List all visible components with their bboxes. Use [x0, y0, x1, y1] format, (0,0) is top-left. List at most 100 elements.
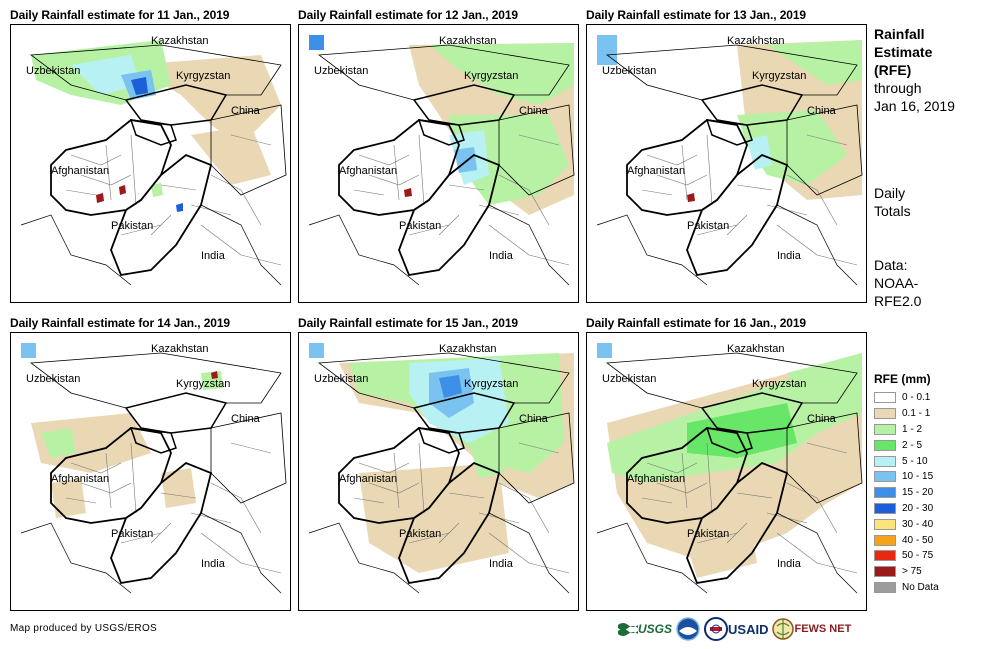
panel-title: Daily Rainfall estimate for 15 Jan., 201…: [298, 316, 519, 330]
country-label-kyrgyzstan: Kyrgyzstan: [464, 70, 519, 82]
rainfall-area: [429, 43, 574, 105]
legend-label: 40 - 50: [902, 534, 934, 546]
legend-swatch: [874, 439, 896, 451]
through-date: Jan 16, 2019: [874, 98, 955, 114]
rainfall-area: [359, 463, 509, 573]
admin-boundaries: [641, 442, 858, 574]
admin-boundaries: [641, 134, 858, 266]
country-label-pakistan: Pakistan: [687, 528, 730, 540]
country-label-kazakhstan: Kazakhstan: [151, 343, 209, 355]
country-label-afghanistan: Afghanistan: [627, 473, 686, 485]
rainfall-area: [469, 438, 504, 478]
legend-swatch: [874, 566, 896, 578]
logo-strip: USGS USAID FEWS NET: [618, 617, 851, 641]
panel-title: Daily Rainfall estimate for 11 Jan., 201…: [10, 8, 230, 22]
rainfall-area: [687, 193, 695, 202]
noaa-seal-icon: [676, 617, 700, 641]
map-svg: [20, 40, 287, 286]
legend-label: > 75: [902, 566, 922, 578]
fewsnet-wordmark: FEWS NET: [794, 623, 852, 635]
rainfall-area: [71, 55, 141, 95]
usaid-logo: USAID: [704, 617, 768, 641]
country-label-kazakhstan: Kazakhstan: [727, 343, 785, 355]
country-label-china: China: [807, 413, 836, 425]
map-credit: Map produced by USGS/EROS: [10, 623, 158, 634]
legend-swatch: [874, 581, 896, 593]
data-line-3: RFE2.0: [874, 293, 922, 309]
rainfall-map: Kazakhstan Uzbekistan Kyrgyzstan China Afgha…: [10, 332, 291, 611]
panel-title: Daily Rainfall estimate for 14 Jan., 201…: [10, 316, 231, 330]
legend-swatch: [874, 455, 896, 467]
map-svg: [596, 343, 863, 594]
country-label-india: India: [489, 558, 513, 570]
legend-title: RFE (mm): [874, 372, 931, 386]
country-label-uzbekistan: Uzbekistan: [314, 65, 369, 77]
legend-swatch: [874, 518, 896, 530]
legend-swatch: [874, 502, 896, 514]
legend-label: 50 - 75: [902, 550, 934, 562]
country-label-afghanistan: Afghanistan: [339, 165, 398, 177]
rainfall-map: Kazakhstan Uzbekistan Kyrgyzstan China Afgha…: [586, 332, 867, 611]
rainfall-map: Kazakhstan Uzbekistan Kyrgyzstan China Afgha…: [298, 332, 579, 611]
rainfall-area: [309, 35, 324, 50]
country-label-china: China: [231, 413, 260, 425]
country-label-pakistan: Pakistan: [687, 220, 730, 232]
noaa-logo: [676, 617, 700, 641]
country-label-india: India: [777, 558, 801, 570]
rainfall-area: [439, 375, 462, 398]
usaid-seal-icon: [704, 617, 729, 641]
rainfall-area: [31, 413, 151, 473]
legend-swatch: [874, 392, 896, 404]
rainfall-area: [767, 40, 862, 85]
admin-boundaries: [353, 442, 570, 574]
rainfall-area: [21, 343, 36, 358]
map-svg: [596, 35, 863, 286]
country-label-afghanistan: Afghanistan: [627, 165, 686, 177]
legend-item: 30 - 40: [874, 516, 939, 532]
country-label-afghanistan: Afghanistan: [51, 165, 110, 177]
admin-boundaries: [353, 134, 570, 266]
legend-label: 1 - 2: [902, 423, 923, 435]
country-borders: [596, 352, 863, 594]
fewsnet-logo: FEWS NET: [772, 617, 851, 641]
legend-item: 15 - 20: [874, 485, 939, 501]
rainfall-area: [131, 77, 148, 95]
country-label-china: China: [519, 105, 548, 117]
legend-label: No Data: [902, 581, 939, 593]
rainfall-map: Kazakhstan Uzbekistan Kyrgyzstan China Afgha…: [10, 24, 291, 303]
country-label-afghanistan: Afghanistan: [51, 473, 110, 485]
rainfall-area: [787, 353, 862, 403]
map-svg: [308, 343, 575, 594]
rainfall-area: [176, 203, 183, 212]
rainfall-area: [191, 125, 271, 185]
legend-swatch: [874, 408, 896, 420]
legend-item: 20 - 30: [874, 501, 939, 517]
country-label-pakistan: Pakistan: [399, 528, 442, 540]
panel-title: Daily Rainfall estimate for 16 Jan., 201…: [586, 316, 807, 330]
legend-item: 50 - 75: [874, 548, 939, 564]
country-label-china: China: [231, 105, 260, 117]
legend-item: 1 - 2: [874, 422, 939, 438]
legend-swatch: [874, 423, 896, 435]
rainfall-area: [161, 468, 196, 508]
rainfall-area: [597, 343, 612, 358]
country-borders: [596, 44, 863, 286]
legend-swatch: [874, 471, 896, 483]
country-label-kazakhstan: Kazakhstan: [151, 35, 209, 47]
country-label-india: India: [777, 250, 801, 262]
country-label-kyrgyzstan: Kyrgyzstan: [176, 70, 231, 82]
rainfall-area: [597, 35, 617, 65]
map-svg: [308, 35, 575, 286]
rainfall-area: [404, 188, 412, 197]
map-svg: [20, 343, 287, 594]
title-line-3: (RFE): [874, 62, 912, 78]
legend-item: 5 - 10: [874, 453, 939, 469]
country-label-kyrgyzstan: Kyrgyzstan: [176, 378, 231, 390]
rainfall-area: [211, 371, 218, 379]
admin-boundaries: [65, 134, 282, 266]
rainfall-area: [96, 193, 104, 203]
legend-label: 2 - 5: [902, 439, 923, 451]
country-label-uzbekistan: Uzbekistan: [26, 65, 81, 77]
usaid-wordmark: USAID: [728, 621, 769, 637]
legend-label: 10 - 15: [902, 471, 934, 483]
